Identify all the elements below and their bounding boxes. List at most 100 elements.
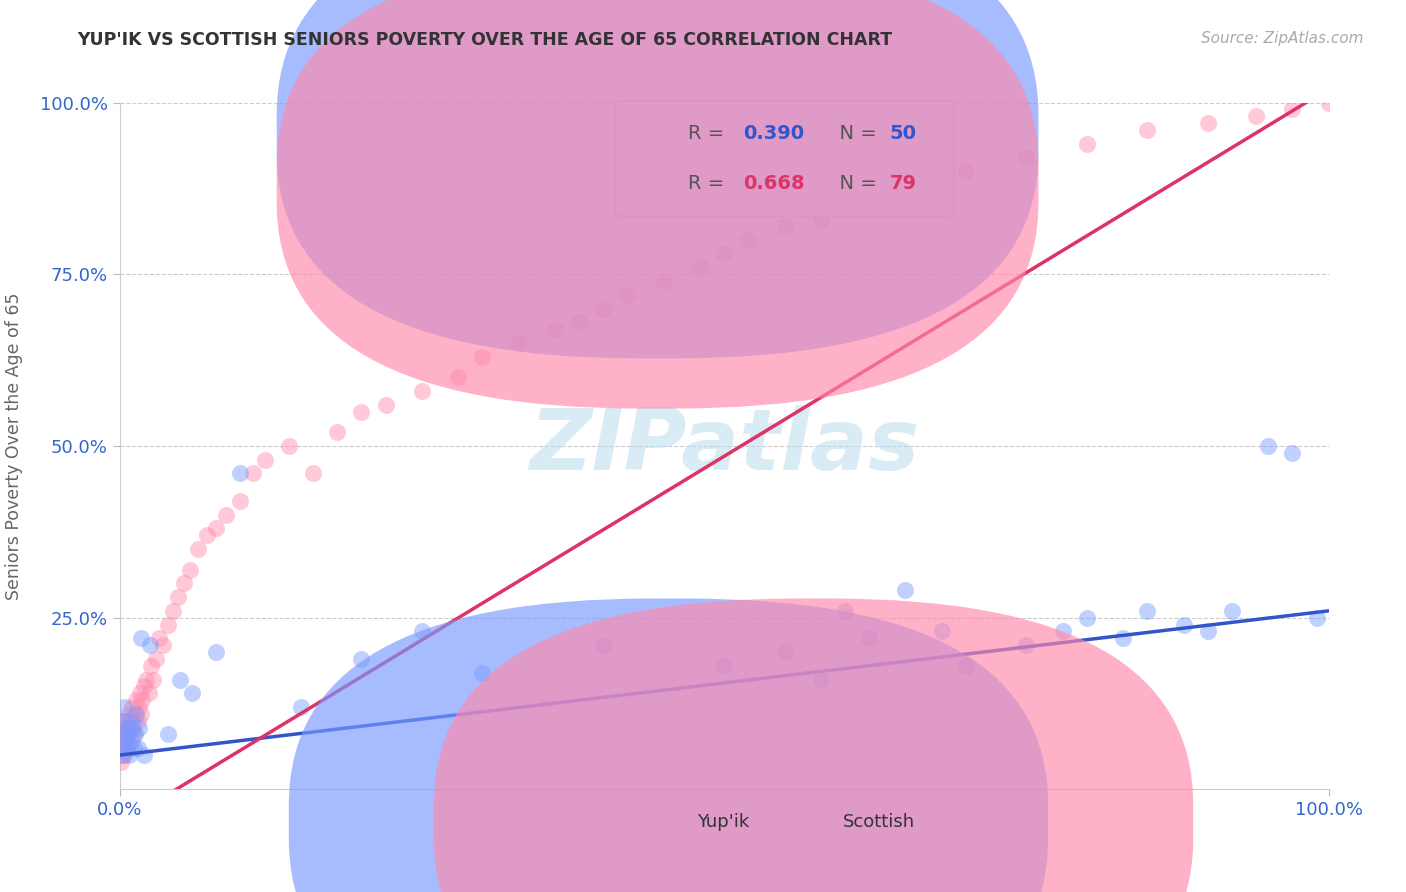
- Point: [117, 734, 139, 748]
- Point: [1317, 95, 1340, 110]
- Point: [834, 199, 856, 213]
- Point: [115, 741, 138, 756]
- Point: [1244, 109, 1267, 123]
- Point: [121, 721, 143, 735]
- Point: [894, 178, 917, 192]
- Point: [112, 727, 135, 741]
- FancyBboxPatch shape: [277, 0, 1039, 359]
- Point: [142, 673, 165, 687]
- Point: [411, 384, 433, 398]
- Point: [128, 700, 150, 714]
- Point: [858, 632, 880, 646]
- FancyBboxPatch shape: [434, 599, 1194, 892]
- Point: [810, 212, 832, 227]
- FancyBboxPatch shape: [277, 0, 1039, 409]
- Point: [1257, 439, 1279, 453]
- Point: [112, 734, 135, 748]
- Point: [1076, 136, 1098, 151]
- Text: N =: N =: [827, 174, 883, 194]
- Point: [169, 673, 191, 687]
- Point: [148, 632, 170, 646]
- Point: [122, 727, 145, 741]
- Point: [117, 727, 139, 741]
- Point: [112, 721, 135, 735]
- Point: [1197, 116, 1219, 130]
- Text: Scottish: Scottish: [842, 813, 915, 830]
- Point: [139, 658, 162, 673]
- Point: [1015, 638, 1038, 652]
- Point: [834, 604, 856, 618]
- Text: R =: R =: [688, 124, 730, 143]
- Point: [215, 508, 238, 522]
- Point: [652, 274, 675, 288]
- Point: [121, 734, 143, 748]
- Point: [127, 741, 149, 756]
- Point: [1076, 611, 1098, 625]
- Point: [125, 693, 148, 707]
- Point: [115, 741, 138, 756]
- Point: [1197, 624, 1219, 639]
- Point: [129, 706, 152, 721]
- Point: [121, 721, 143, 735]
- Text: 79: 79: [890, 174, 917, 194]
- Point: [129, 632, 152, 646]
- Point: [135, 673, 157, 687]
- Point: [931, 624, 953, 639]
- Point: [112, 747, 135, 762]
- Point: [1015, 151, 1038, 165]
- Point: [112, 741, 135, 756]
- Point: [713, 658, 735, 673]
- Point: [955, 164, 977, 178]
- Point: [111, 741, 134, 756]
- Point: [1112, 632, 1135, 646]
- Point: [242, 467, 264, 481]
- Point: [128, 721, 150, 735]
- Point: [1281, 446, 1303, 460]
- Point: [162, 604, 184, 618]
- Point: [1136, 123, 1159, 137]
- Point: [302, 467, 325, 481]
- Point: [616, 288, 638, 302]
- Text: 50: 50: [890, 124, 917, 143]
- Text: Yup'ik: Yup'ik: [697, 813, 749, 830]
- Point: [127, 714, 149, 728]
- Point: [773, 645, 796, 659]
- Point: [955, 658, 977, 673]
- Point: [138, 686, 160, 700]
- Point: [411, 624, 433, 639]
- Point: [471, 665, 494, 680]
- Point: [1305, 611, 1327, 625]
- Text: 0.390: 0.390: [744, 124, 804, 143]
- Point: [122, 741, 145, 756]
- Point: [205, 521, 228, 535]
- Point: [568, 315, 591, 329]
- Point: [118, 727, 141, 741]
- Point: [114, 714, 136, 728]
- Point: [1136, 604, 1159, 618]
- Point: [111, 747, 134, 762]
- Point: [110, 755, 132, 769]
- Point: [290, 700, 312, 714]
- Point: [773, 219, 796, 234]
- Point: [350, 405, 373, 419]
- Point: [117, 721, 139, 735]
- Point: [112, 714, 135, 728]
- Point: [181, 686, 204, 700]
- Point: [156, 617, 179, 632]
- Point: [118, 706, 141, 721]
- Point: [121, 700, 143, 714]
- FancyBboxPatch shape: [616, 101, 953, 216]
- Point: [1281, 103, 1303, 117]
- Text: YUP'IK VS SCOTTISH SENIORS POVERTY OVER THE AGE OF 65 CORRELATION CHART: YUP'IK VS SCOTTISH SENIORS POVERTY OVER …: [77, 31, 893, 49]
- Point: [894, 583, 917, 598]
- Point: [132, 747, 155, 762]
- Point: [737, 233, 759, 247]
- Point: [592, 638, 614, 652]
- Point: [350, 652, 373, 666]
- Point: [112, 727, 135, 741]
- Point: [131, 693, 153, 707]
- Point: [156, 727, 179, 741]
- Point: [125, 706, 148, 721]
- Point: [592, 301, 614, 316]
- Point: [132, 680, 155, 694]
